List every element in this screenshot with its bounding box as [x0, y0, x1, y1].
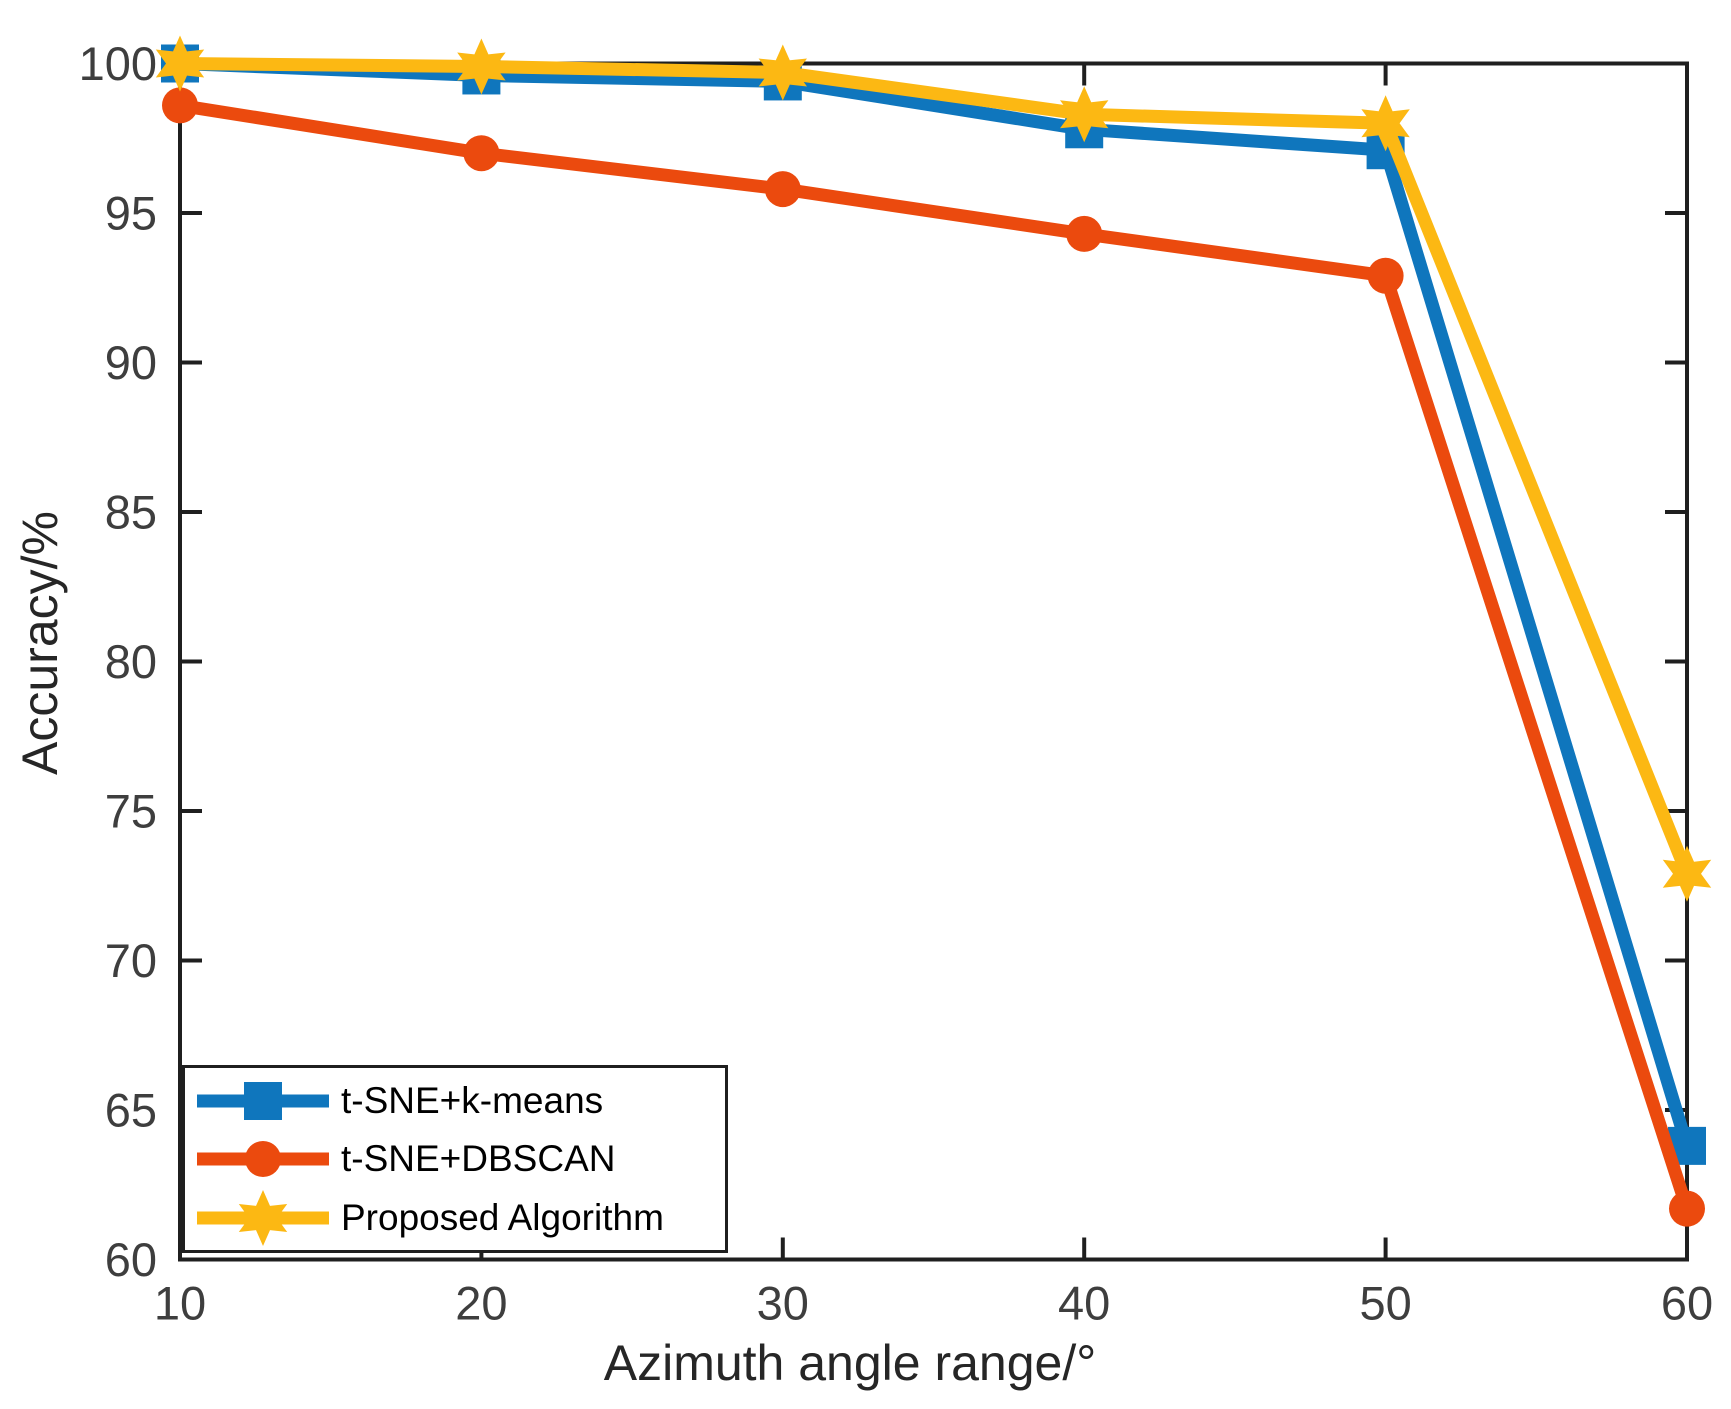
- legend-label: Proposed Algorithm: [341, 1196, 664, 1238]
- y-tick-label: 90: [105, 336, 157, 389]
- y-axis-label: Accuracy/%: [12, 511, 68, 775]
- legend-line-sample: [197, 1141, 329, 1177]
- legend-item: t-SNE+k-means: [193, 1073, 725, 1129]
- y-tick-label: 95: [105, 186, 157, 239]
- series-line-3: [179, 57, 1694, 877]
- x-tick-label: 50: [1359, 1277, 1411, 1330]
- legend-item: t-SNE+DBSCAN: [193, 1131, 725, 1187]
- x-tick-label: 10: [154, 1277, 206, 1330]
- y-tick-label: 65: [105, 1083, 157, 1136]
- hexagram-marker-icon: [758, 44, 807, 101]
- legend-label: t-SNE+DBSCAN: [341, 1138, 616, 1179]
- legend-label: t-SNE+k-means: [341, 1079, 604, 1121]
- legend-item: Proposed Algorithm: [193, 1189, 725, 1246]
- y-tick-label: 80: [105, 635, 157, 688]
- hexagram-marker-icon: [1361, 95, 1410, 152]
- y-tick-label: 75: [105, 784, 157, 837]
- x-tick-label: 30: [757, 1277, 809, 1330]
- circle-marker-icon: [1669, 1190, 1705, 1227]
- x-tick-label: 60: [1661, 1277, 1713, 1330]
- series-line-1: [179, 57, 1694, 1148]
- circle-marker-icon: [245, 1141, 281, 1177]
- circle-marker-icon: [1066, 215, 1103, 252]
- y-tick-label: 60: [105, 1233, 157, 1286]
- y-tick-label: 70: [105, 934, 157, 987]
- legend-line-sample: [197, 1081, 329, 1120]
- square-marker-icon: [244, 1081, 282, 1120]
- series-line-2: [178, 98, 1694, 1211]
- x-tick-label: 40: [1058, 1277, 1110, 1330]
- circle-marker-icon: [162, 87, 198, 124]
- circle-marker-icon: [463, 135, 500, 172]
- hexagram-marker-icon: [155, 35, 205, 92]
- x-axis-label: Azimuth angle range/°: [603, 1335, 1097, 1391]
- circle-marker-icon: [1367, 257, 1404, 294]
- x-tick-label: 20: [455, 1277, 507, 1330]
- y-tick-label: 100: [79, 37, 157, 90]
- legend: t-SNE+k-means t-SNE+DBSCAN Proposed Algori…: [182, 1065, 728, 1253]
- circle-marker-icon: [764, 171, 801, 208]
- hexagram-marker-icon: [1060, 86, 1109, 143]
- legend-line-sample: [197, 1189, 329, 1246]
- y-tick-label: 85: [105, 485, 157, 538]
- hexagram-marker-icon: [1662, 845, 1712, 902]
- hexagram-marker-icon: [457, 38, 506, 95]
- hexagram-marker-icon: [238, 1189, 288, 1246]
